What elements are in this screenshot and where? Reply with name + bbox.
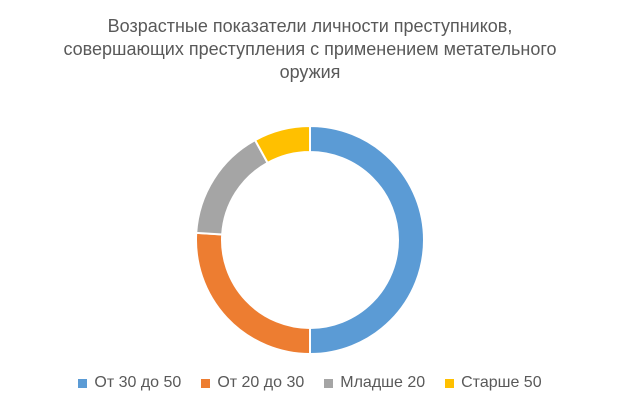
legend-swatch-under-20 — [324, 378, 334, 388]
legend-item-over-50: Старше 50 — [445, 374, 542, 392]
legend-label-20-30: От 20 до 30 — [217, 374, 305, 391]
chart-title-line-1: Возрастные показатели личности преступни… — [107, 16, 513, 36]
slice-20-30 — [195, 231, 311, 356]
chart-title-line-3: оружия — [279, 62, 341, 82]
legend-item-under-20: Младше 20 — [324, 374, 425, 392]
legend-swatch-30-50 — [78, 378, 88, 388]
legend-swatch-over-50 — [445, 378, 455, 388]
slice-30-50 — [309, 124, 425, 356]
legend-label-30-50: От 30 до 50 — [94, 374, 182, 391]
legend-item-30-50: От 30 до 50 — [78, 374, 181, 392]
slice-over-50 — [253, 124, 311, 165]
chart-title-line-2: совершающих преступления с применением м… — [63, 39, 557, 59]
legend-label-over-50: Старше 50 — [461, 374, 542, 391]
legend-label-under-20: Младше 20 — [340, 374, 426, 391]
chart-title: Возрастные показатели личности преступни… — [40, 15, 580, 84]
slice-under-20 — [195, 138, 269, 236]
legend-item-20-30: От 20 до 30 — [201, 374, 304, 392]
legend-swatch-20-30 — [201, 378, 211, 388]
legend: От 30 до 50 От 20 до 30 Младше 20 Старше… — [0, 374, 620, 392]
